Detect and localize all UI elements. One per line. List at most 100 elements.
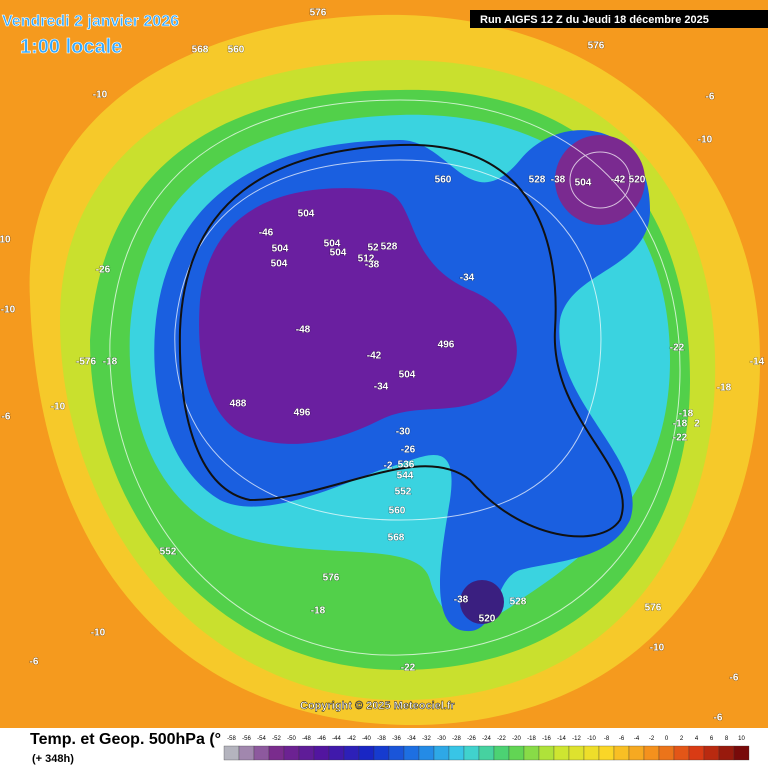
scale-swatch bbox=[493, 745, 510, 761]
scale-swatch bbox=[298, 745, 315, 761]
scale-swatch bbox=[418, 745, 435, 761]
scale-swatch bbox=[328, 745, 345, 761]
scale-label: -38 bbox=[377, 736, 386, 742]
contour-label: 544 bbox=[397, 471, 414, 482]
scale-swatch bbox=[223, 745, 240, 761]
contour-label: 512 bbox=[358, 254, 375, 265]
scale-label: 2 bbox=[680, 736, 684, 742]
time: 1:00 locale bbox=[20, 36, 122, 58]
scale-label: -16 bbox=[542, 736, 551, 742]
contour-label: -10 bbox=[93, 90, 108, 101]
scale-swatch bbox=[613, 745, 630, 761]
scale-swatch bbox=[658, 745, 675, 761]
scale-label: -20 bbox=[512, 736, 521, 742]
scale-label: -48 bbox=[302, 736, 311, 742]
scale-label: -54 bbox=[257, 736, 266, 742]
footer-lead: (+ 348h) bbox=[32, 753, 74, 765]
contour-label: 52 bbox=[367, 243, 379, 254]
contour-label: -26 bbox=[96, 265, 111, 276]
contour-label: -6 bbox=[730, 673, 739, 684]
contour-label: -6 bbox=[2, 412, 11, 423]
contour-label: 568 bbox=[192, 45, 209, 56]
contour-label: -48 bbox=[296, 325, 311, 336]
contour-label: 488 bbox=[230, 399, 247, 410]
contour-label: -42 bbox=[367, 351, 382, 362]
contour-label: 504 bbox=[330, 248, 347, 259]
scale-label: -12 bbox=[572, 736, 581, 742]
scale-label: -26 bbox=[467, 736, 476, 742]
scale-swatch bbox=[553, 745, 570, 761]
scale-swatch bbox=[703, 745, 720, 761]
scale-label: -14 bbox=[557, 736, 566, 742]
scale-label: -46 bbox=[317, 736, 326, 742]
scale-swatch bbox=[583, 745, 600, 761]
scale-swatch bbox=[283, 745, 300, 761]
scale-label: 6 bbox=[710, 736, 714, 742]
contour-label: -38 bbox=[454, 595, 469, 606]
scale-label: 4 bbox=[695, 736, 699, 742]
scale-swatch bbox=[343, 745, 360, 761]
scale-swatch bbox=[673, 745, 690, 761]
scale-label: -6 bbox=[619, 736, 625, 742]
zone-purple-low bbox=[555, 135, 645, 225]
contour-label: -10 bbox=[51, 402, 66, 413]
contour-label: -10 bbox=[91, 628, 106, 639]
scale-swatch bbox=[433, 745, 450, 761]
zone-low bbox=[460, 580, 504, 624]
contour-label: -18 bbox=[311, 606, 326, 617]
scale-swatch bbox=[478, 745, 495, 761]
contour-label: -42 bbox=[611, 175, 626, 186]
contour-label: -38 bbox=[551, 175, 566, 186]
scale-swatch bbox=[538, 745, 555, 761]
scale-label: 0 bbox=[665, 736, 669, 742]
contour-label: 528 bbox=[510, 597, 527, 608]
scale-label: -40 bbox=[362, 736, 371, 742]
contour-label: 504 bbox=[271, 259, 288, 270]
contour-label: -10 bbox=[650, 643, 665, 654]
scale-swatch bbox=[733, 745, 750, 761]
run-box bbox=[470, 10, 768, 28]
contour-label: -38 bbox=[365, 260, 380, 271]
scale-swatch bbox=[568, 745, 585, 761]
contour-label: -2 bbox=[384, 461, 393, 472]
contour-label: -46 bbox=[259, 228, 274, 239]
contours bbox=[109, 99, 681, 656]
scale-label: -36 bbox=[392, 736, 401, 742]
contour-label: -576 bbox=[76, 357, 96, 368]
scale-label: -30 bbox=[437, 736, 446, 742]
contour-label: 568 bbox=[388, 533, 405, 544]
contour-label: 552 bbox=[160, 547, 177, 558]
contour-label: 576 bbox=[645, 603, 662, 614]
scale-label: 8 bbox=[725, 736, 729, 742]
scale-swatch bbox=[463, 745, 480, 761]
run-info: Run AIGFS 12 Z du Jeudi 18 décembre 2025 bbox=[480, 14, 709, 26]
scale-label: -28 bbox=[452, 736, 461, 742]
contour-label: 576 bbox=[310, 8, 327, 19]
contour-label: 10 bbox=[0, 235, 11, 246]
contour-label: -10 bbox=[1, 305, 16, 316]
contour-label: -18 bbox=[673, 419, 688, 430]
scale-label: -24 bbox=[482, 736, 491, 742]
scale-swatch bbox=[313, 745, 330, 761]
scale-label: -10 bbox=[587, 736, 596, 742]
contour-label: -18 bbox=[717, 383, 732, 394]
contour-label: 504 bbox=[399, 370, 416, 381]
contour-label: -18 bbox=[103, 357, 118, 368]
scale-label: -50 bbox=[287, 736, 296, 742]
scale-swatch bbox=[688, 745, 705, 761]
scale-swatch bbox=[643, 745, 660, 761]
scale-swatch bbox=[598, 745, 615, 761]
copyright: Copyright © 2025 Meteociel.fr bbox=[300, 700, 456, 712]
contour-label: -34 bbox=[374, 382, 389, 393]
scale-label: -42 bbox=[347, 736, 356, 742]
scale-label: -58 bbox=[227, 736, 236, 742]
scale-label: -32 bbox=[422, 736, 431, 742]
scale-swatch bbox=[508, 745, 525, 761]
scale-label: -8 bbox=[604, 736, 610, 742]
scale-label: -18 bbox=[527, 736, 536, 742]
contour-label: -6 bbox=[714, 713, 723, 724]
scale-swatch bbox=[718, 745, 735, 761]
contour-label: 504 bbox=[298, 209, 315, 220]
contour-label: 552 bbox=[395, 487, 412, 498]
